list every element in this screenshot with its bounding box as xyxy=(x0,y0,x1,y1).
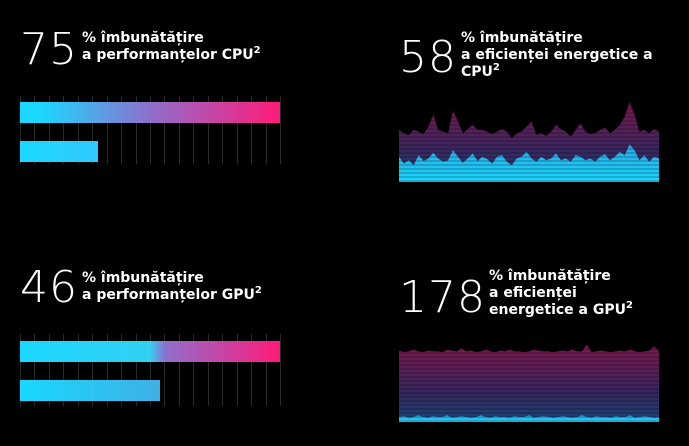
grid-tick xyxy=(222,334,224,406)
gpu-performance-value: 46 xyxy=(20,262,78,313)
series-area-lower xyxy=(399,144,659,182)
gpu-baseline-bar xyxy=(20,380,161,401)
cpu-performance-value: 75 xyxy=(20,24,78,75)
bar-grid-ticks xyxy=(20,334,281,406)
cpu-efficiency-caption-line1: % îmbunătățire xyxy=(461,30,583,46)
gpu-performance-caption-line2: a performanțelor GPU xyxy=(82,287,255,303)
grid-tick xyxy=(34,334,36,406)
grid-tick xyxy=(193,334,195,406)
cpu-efficiency-value: 58 xyxy=(399,32,457,83)
series-area-upper xyxy=(399,344,659,422)
grid-tick xyxy=(121,334,123,406)
grid-tick xyxy=(20,334,21,406)
gpu-efficiency-value: 178 xyxy=(399,272,486,323)
cpu-baseline-bar xyxy=(20,141,98,162)
gpu-efficiency-caption: % îmbunătățire a eficienței energetice a… xyxy=(489,268,633,319)
grid-tick xyxy=(207,334,209,406)
grid-tick xyxy=(178,96,180,164)
cpu-efficiency-caption-line3: CPU xyxy=(461,64,493,80)
grid-tick xyxy=(178,334,180,406)
cpu-efficiency-caption-line2: a eficienței energetice a xyxy=(461,47,653,63)
grid-tick xyxy=(48,334,50,406)
footnote-marker: 2 xyxy=(492,62,500,73)
footnote-marker: 2 xyxy=(625,300,633,311)
cpu-efficiency-caption-line3-wrap: CPU2 xyxy=(461,62,653,81)
cpu-efficiency-chart xyxy=(399,98,659,182)
grid-tick xyxy=(92,334,94,406)
grid-tick xyxy=(63,334,65,406)
cpu-performance-caption-line2-wrap: a performanțelor CPU2 xyxy=(82,45,261,64)
cpu-performance-caption-line1: % îmbunătățire xyxy=(82,30,204,46)
grid-tick xyxy=(77,96,79,164)
grid-tick xyxy=(164,96,166,164)
cpu-performance-caption-line2: a performanțelor CPU xyxy=(82,47,254,63)
grid-tick xyxy=(63,96,65,164)
grid-tick xyxy=(106,96,108,164)
grid-tick xyxy=(48,96,50,164)
cpu-efficiency-caption: % îmbunătățire a eficienței energetice a… xyxy=(461,30,653,81)
grid-tick xyxy=(193,96,195,164)
grid-tick xyxy=(150,96,151,164)
bar-grid-ticks xyxy=(20,96,281,164)
grid-tick xyxy=(251,96,253,164)
gpu-efficiency-chart xyxy=(399,338,659,422)
grid-tick xyxy=(265,96,267,164)
cpu-improved-bar xyxy=(20,102,280,123)
grid-tick xyxy=(236,96,238,164)
grid-tick xyxy=(106,334,108,406)
gpu-efficiency-caption-line3-wrap: energetice a GPU2 xyxy=(489,300,633,319)
gpu-efficiency-caption-line1: % îmbunătățire xyxy=(489,268,611,284)
grid-tick xyxy=(236,334,238,406)
series-area-lower xyxy=(399,415,659,422)
grid-tick xyxy=(20,96,21,164)
grid-tick xyxy=(251,334,253,406)
gpu-improved-bar xyxy=(20,341,280,362)
footnote-marker: 2 xyxy=(253,45,261,56)
grid-tick xyxy=(150,334,151,406)
grid-tick xyxy=(222,96,224,164)
grid-tick xyxy=(77,334,79,406)
grid-tick xyxy=(265,334,267,406)
gpu-performance-caption-line2-wrap: a performanțelor GPU2 xyxy=(82,285,262,304)
grid-tick xyxy=(280,96,281,164)
gpu-efficiency-chart-svg xyxy=(399,340,659,422)
gpu-performance-caption: % îmbunătățire a performanțelor GPU2 xyxy=(82,270,262,304)
cpu-efficiency-chart-svg xyxy=(399,100,659,182)
grid-tick xyxy=(135,96,137,164)
grid-tick xyxy=(164,334,166,406)
grid-tick xyxy=(92,96,94,164)
gpu-performance-caption-line1: % îmbunătățire xyxy=(82,270,204,286)
cpu-performance-caption: % îmbunătățire a performanțelor CPU2 xyxy=(82,30,261,64)
grid-tick xyxy=(280,334,281,406)
grid-tick xyxy=(34,96,36,164)
gpu-efficiency-caption-line3: energetice a GPU xyxy=(489,302,626,318)
grid-tick xyxy=(207,96,209,164)
grid-tick xyxy=(121,96,123,164)
footnote-marker: 2 xyxy=(254,285,262,296)
grid-tick xyxy=(135,334,137,406)
gpu-efficiency-caption-line2: a eficienței xyxy=(489,285,577,301)
